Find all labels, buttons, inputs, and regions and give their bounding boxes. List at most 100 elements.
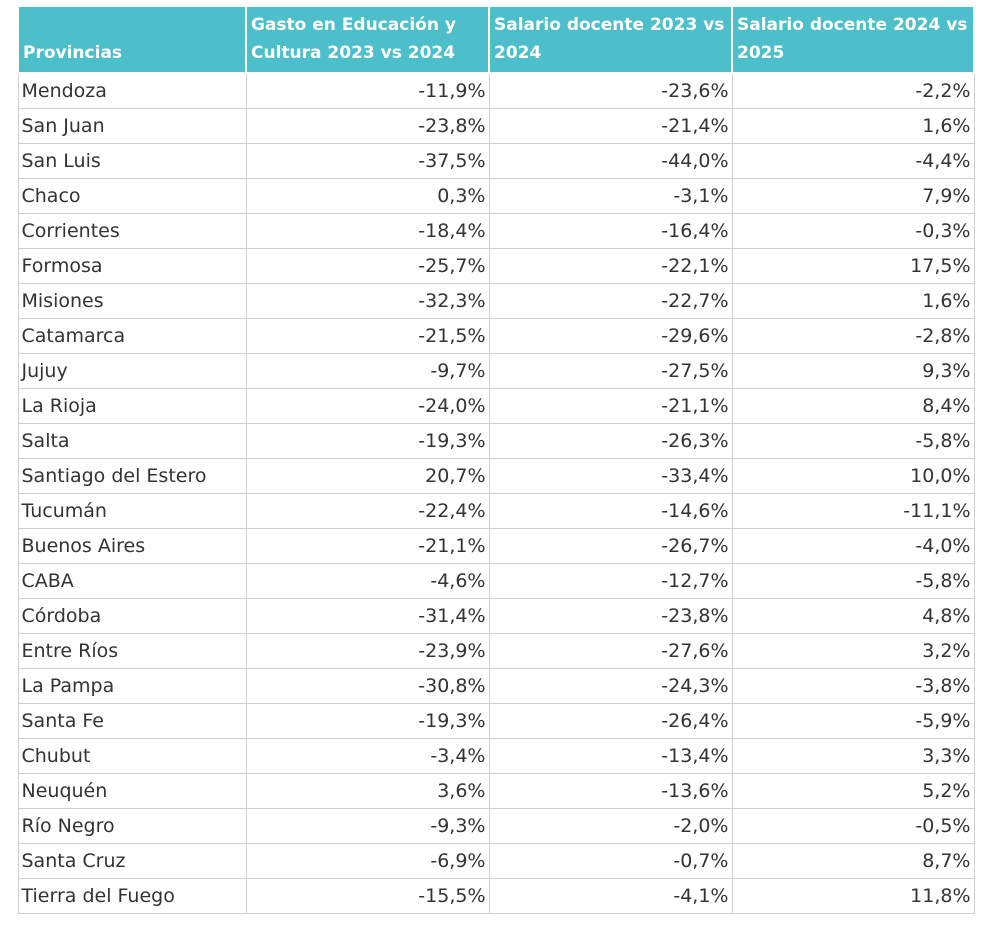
- value-cell: -13,4%: [488, 738, 733, 774]
- value-cell: 9,3%: [731, 353, 975, 389]
- province-cell: Córdoba: [17, 598, 247, 634]
- value-cell: -23,9%: [245, 633, 490, 669]
- province-cell: Río Negro: [17, 808, 247, 844]
- province-cell: Buenos Aires: [17, 528, 247, 564]
- value-cell: -24,0%: [245, 388, 490, 424]
- value-cell: -22,1%: [488, 248, 733, 284]
- value-cell: -37,5%: [245, 143, 490, 179]
- table-row: Corrientes -18,4% -16,4% -0,3%: [17, 213, 975, 249]
- value-cell: -12,7%: [488, 563, 733, 599]
- province-cell: Neuquén: [17, 773, 247, 809]
- value-cell: -33,4%: [488, 458, 733, 494]
- province-cell: La Rioja: [17, 388, 247, 424]
- table-row: Río Negro -9,3% -2,0% -0,5%: [17, 808, 975, 844]
- value-cell: -23,8%: [488, 598, 733, 634]
- value-cell: -4,4%: [731, 143, 975, 179]
- table-row: Chubut -3,4% -13,4% 3,3%: [17, 738, 975, 774]
- province-cell: Tierra del Fuego: [17, 878, 247, 914]
- province-cell: Tucumán: [17, 493, 247, 529]
- table-row: Tucumán -22,4% -14,6% -11,1%: [17, 493, 975, 529]
- province-cell: Corrientes: [17, 213, 247, 249]
- table-row: Jujuy -9,7% -27,5% 9,3%: [17, 353, 975, 389]
- value-cell: -23,8%: [245, 108, 490, 144]
- table-row: Tierra del Fuego -15,5% -4,1% 11,8%: [17, 878, 975, 914]
- province-cell: Santa Fe: [17, 703, 247, 739]
- value-cell: -3,4%: [245, 738, 490, 774]
- province-cell: Mendoza: [17, 72, 247, 109]
- table-body: Mendoza -11,9% -23,6% -2,2% San Juan -23,8% -2…: [17, 72, 975, 914]
- value-cell: -13,6%: [488, 773, 733, 809]
- value-cell: -0,7%: [488, 843, 733, 879]
- value-cell: -5,8%: [731, 563, 975, 599]
- value-cell: -26,7%: [488, 528, 733, 564]
- value-cell: -22,4%: [245, 493, 490, 529]
- province-cell: Misiones: [17, 283, 247, 319]
- value-cell: 17,5%: [731, 248, 975, 284]
- value-cell: -4,0%: [731, 528, 975, 564]
- value-cell: -4,1%: [488, 878, 733, 914]
- table-row: Entre Ríos -23,9% -27,6% 3,2%: [17, 633, 975, 669]
- province-cell: Santa Cruz: [17, 843, 247, 879]
- value-cell: -27,6%: [488, 633, 733, 669]
- table-row: Chaco 0,3% -3,1% 7,9%: [17, 178, 975, 214]
- province-cell: Santiago del Estero: [17, 458, 247, 494]
- value-cell: -5,8%: [731, 423, 975, 459]
- value-cell: -21,4%: [488, 108, 733, 144]
- table-row: Santa Cruz -6,9% -0,7% 8,7%: [17, 843, 975, 879]
- value-cell: -21,5%: [245, 318, 490, 354]
- province-cell: San Luis: [17, 143, 247, 179]
- value-cell: -30,8%: [245, 668, 490, 704]
- value-cell: -3,8%: [731, 668, 975, 704]
- value-cell: 20,7%: [245, 458, 490, 494]
- value-cell: -19,3%: [245, 703, 490, 739]
- value-cell: 8,7%: [731, 843, 975, 879]
- value-cell: 1,6%: [731, 283, 975, 319]
- value-cell: -44,0%: [488, 143, 733, 179]
- table-row: Misiones -32,3% -22,7% 1,6%: [17, 283, 975, 319]
- table-row: Mendoza -11,9% -23,6% -2,2%: [17, 72, 975, 109]
- table-row: Neuquén 3,6% -13,6% 5,2%: [17, 773, 975, 809]
- value-cell: -21,1%: [245, 528, 490, 564]
- table-row: Santa Fe -19,3% -26,4% -5,9%: [17, 703, 975, 739]
- header-row: Provincias Gasto en Educación y Cultura 2…: [17, 5, 975, 74]
- table-row: San Luis -37,5% -44,0% -4,4%: [17, 143, 975, 179]
- value-cell: 7,9%: [731, 178, 975, 214]
- province-cell: Salta: [17, 423, 247, 459]
- table-row: San Juan -23,8% -21,4% 1,6%: [17, 108, 975, 144]
- province-cell: Jujuy: [17, 353, 247, 389]
- value-cell: -14,6%: [488, 493, 733, 529]
- value-cell: -0,5%: [731, 808, 975, 844]
- table-row: La Pampa -30,8% -24,3% -3,8%: [17, 668, 975, 704]
- value-cell: 5,2%: [731, 773, 975, 809]
- value-cell: -23,6%: [488, 72, 733, 109]
- value-cell: -26,3%: [488, 423, 733, 459]
- province-cell: Chubut: [17, 738, 247, 774]
- header-cell: Salario docente 2024 vs 2025: [731, 5, 975, 74]
- value-cell: -18,4%: [245, 213, 490, 249]
- value-cell: -11,1%: [731, 493, 975, 529]
- value-cell: 11,8%: [731, 878, 975, 914]
- value-cell: -9,3%: [245, 808, 490, 844]
- value-cell: -5,9%: [731, 703, 975, 739]
- value-cell: 0,3%: [245, 178, 490, 214]
- value-cell: -24,3%: [488, 668, 733, 704]
- header-cell: Salario docente 2023 vs 2024: [488, 5, 733, 74]
- province-cell: San Juan: [17, 108, 247, 144]
- value-cell: 10,0%: [731, 458, 975, 494]
- value-cell: -4,6%: [245, 563, 490, 599]
- value-cell: -25,7%: [245, 248, 490, 284]
- table-row: Santiago del Estero 20,7% -33,4% 10,0%: [17, 458, 975, 494]
- header-cell: Provincias: [17, 5, 247, 74]
- value-cell: 3,3%: [731, 738, 975, 774]
- table-row: La Rioja -24,0% -21,1% 8,4%: [17, 388, 975, 424]
- table-row: Buenos Aires -21,1% -26,7% -4,0%: [17, 528, 975, 564]
- data-table: Provincias Gasto en Educación y Cultura 2…: [17, 5, 975, 914]
- value-cell: -27,5%: [488, 353, 733, 389]
- value-cell: 3,2%: [731, 633, 975, 669]
- value-cell: -2,0%: [488, 808, 733, 844]
- table-row: Salta -19,3% -26,3% -5,8%: [17, 423, 975, 459]
- value-cell: 3,6%: [245, 773, 490, 809]
- value-cell: -26,4%: [488, 703, 733, 739]
- value-cell: -15,5%: [245, 878, 490, 914]
- value-cell: -11,9%: [245, 72, 490, 109]
